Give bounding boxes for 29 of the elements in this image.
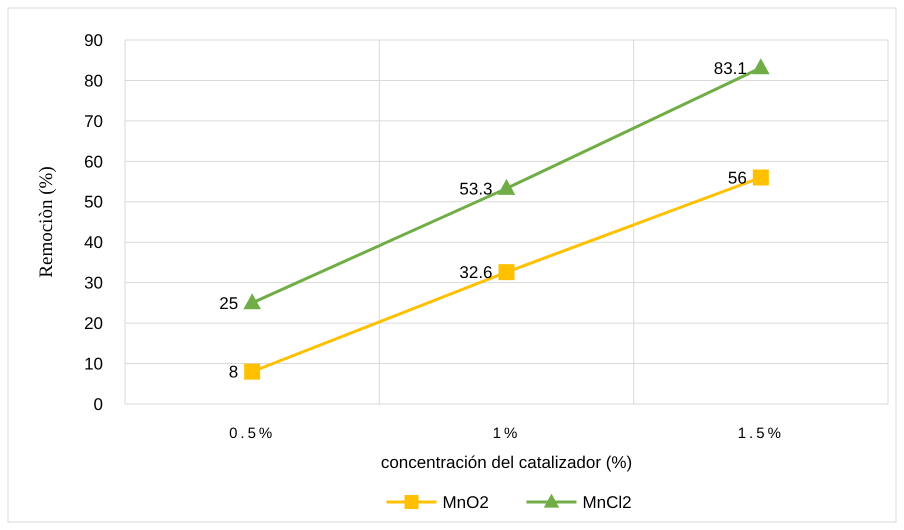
point xyxy=(243,293,261,310)
point xyxy=(498,178,516,195)
y-tick-label: 10 xyxy=(84,354,103,374)
data-label: 32.6 xyxy=(459,263,492,282)
x-tick-label: 1.5% xyxy=(738,425,784,442)
y-tick-label: 60 xyxy=(84,152,103,172)
legend-label: MnO2 xyxy=(442,492,489,512)
data-label: 25 xyxy=(219,294,238,313)
y-tick-label: 20 xyxy=(84,314,103,334)
y-tick-label: 70 xyxy=(84,112,103,131)
point xyxy=(752,170,769,186)
point xyxy=(498,264,514,280)
point xyxy=(244,364,260,380)
y-tick-label: 30 xyxy=(84,274,103,293)
x-tick-label: 0.5% xyxy=(229,425,276,442)
data-label: 8 xyxy=(228,362,238,382)
x-axis-title: concentración del catalizador (%) xyxy=(380,453,632,472)
y-tick-label: 50 xyxy=(84,192,103,212)
y-tick-label: 0 xyxy=(94,394,103,414)
y-tick-label: 80 xyxy=(84,71,103,90)
legend-label: MnCl2 xyxy=(582,492,632,512)
y-axis-title: Remociòn (%) xyxy=(36,166,57,278)
point xyxy=(752,58,770,74)
data-label: 53.3 xyxy=(459,179,492,198)
x-tick-label: 1% xyxy=(492,425,520,442)
data-label: 83.1 xyxy=(714,58,747,78)
data-label: 56 xyxy=(728,168,747,188)
y-tick-label: 90 xyxy=(84,30,103,50)
y-tick-label: 40 xyxy=(84,233,103,252)
